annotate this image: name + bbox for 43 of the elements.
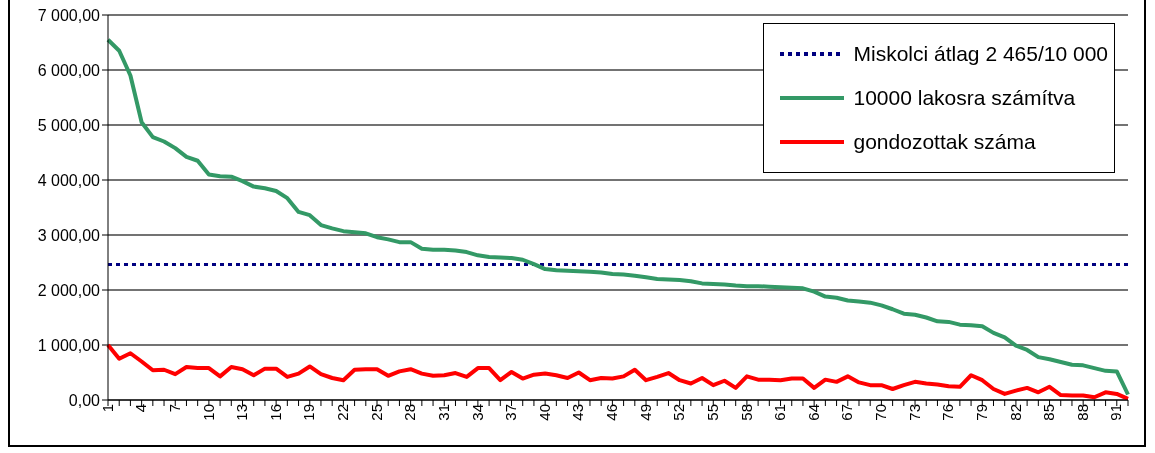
- y-tick-label: 2 000,00: [37, 281, 101, 299]
- x-tick-label: 16: [266, 404, 284, 421]
- x-tick-label: 7: [165, 404, 183, 413]
- x-tick-label: 91: [1107, 404, 1125, 421]
- x-tick-label: 79: [972, 404, 990, 421]
- x-tick-label: 76: [939, 404, 957, 421]
- x-tick-label: 52: [670, 404, 688, 421]
- x-tick-label: 55: [703, 404, 721, 421]
- x-tick-label: 25: [367, 404, 385, 421]
- line-series: [106, 37, 1130, 397]
- x-tick-label: 37: [502, 404, 520, 421]
- x-tick-label: 46: [603, 404, 621, 421]
- y-tick-label: 3 000,00: [37, 226, 101, 244]
- x-tick-label: 28: [401, 404, 419, 421]
- legend-label: 10000 lakosra számítva: [853, 86, 1076, 110]
- x-tick-label: 22: [334, 404, 352, 421]
- x-tick-label: 49: [636, 404, 654, 421]
- x-tick-label: 10: [199, 404, 217, 421]
- x-tick-label: 61: [771, 404, 789, 421]
- legend-label: gondozottak száma: [853, 130, 1036, 154]
- y-tick-label: 6 000,00: [37, 61, 101, 79]
- x-tick-label: 4: [132, 404, 150, 413]
- x-tick-label: 31: [434, 404, 452, 421]
- x-tick-label: 70: [872, 404, 890, 421]
- y-tick-label: 1 000,00: [37, 336, 101, 354]
- x-tick-label: 64: [804, 404, 822, 421]
- x-tick-label: 58: [737, 404, 755, 421]
- x-tick-label: 43: [569, 404, 587, 421]
- x-tick-label: 19: [300, 404, 318, 421]
- x-tick-label: 82: [1006, 404, 1024, 421]
- y-tick-label: 4 000,00: [37, 171, 101, 189]
- x-tick-label: 1: [98, 404, 116, 413]
- x-tick-label: 40: [535, 404, 553, 421]
- y-tick-label: 7 000,00: [37, 6, 101, 24]
- x-tick-label: 34: [468, 404, 486, 421]
- x-tick-label: 88: [1073, 404, 1091, 421]
- y-tick-label: 5 000,00: [37, 116, 101, 134]
- y-tick-label: 0,00: [68, 391, 101, 409]
- x-tick-label: 13: [233, 404, 251, 421]
- x-tick-label: 73: [905, 404, 923, 421]
- legend-label: Miskolci átlag 2 465/10 000: [853, 42, 1108, 66]
- x-tick-label: 85: [1040, 404, 1058, 421]
- x-tick-label: 67: [838, 404, 856, 421]
